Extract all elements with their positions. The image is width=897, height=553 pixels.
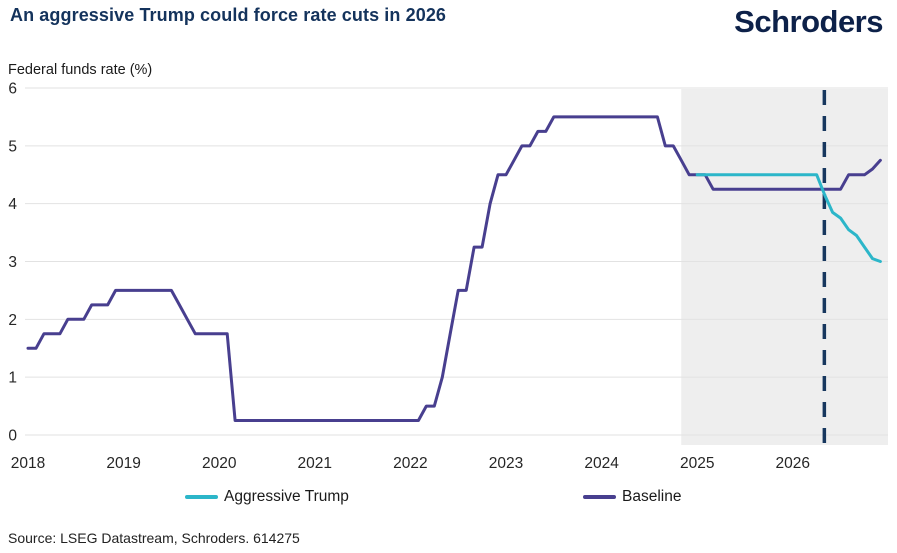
x-tick-label-2022: 2022 [393,455,427,472]
forecast-region [681,89,888,445]
x-tick-label-2019: 2019 [106,455,140,472]
baseline-line-swatch [583,495,616,499]
aggressive-trump-series-line [695,173,882,263]
legend-item-aggressive-trump: Aggressive Trump [185,488,349,506]
page-title: An aggressive Trump could force rate cut… [10,5,447,25]
x-tick-label-2023: 2023 [489,455,523,472]
y-tick-label-5: 5 [8,138,17,155]
y-tick-label-4: 4 [8,196,17,213]
y-tick-label-2: 2 [8,312,17,329]
x-tick-label-2024: 2024 [584,455,619,472]
y-tick-label-6: 6 [8,81,17,98]
y-tick-label-1: 1 [8,370,17,387]
legend-item-baseline: Baseline [583,488,681,506]
source-attribution: Source: LSEG Datastream, Schroders. 6142… [8,530,300,546]
legend-label-baseline: Baseline [622,488,682,505]
x-tick-label-2021: 2021 [298,455,332,472]
baseline-series-line [26,115,882,422]
x-tick-label-2018: 2018 [11,455,45,472]
y-axis-title: Federal funds rate (%) [8,62,153,78]
aggressive-trump-line-swatch [185,495,218,499]
y-tick-label-3: 3 [8,254,17,271]
legend-label-aggressive-trump: Aggressive Trump [224,488,349,505]
y-tick-label-0: 0 [8,428,17,445]
x-tick-label-2026: 2026 [776,455,810,472]
x-tick-label-2020: 2020 [202,455,237,472]
schroders-logo: Schroders [734,4,883,39]
x-tick-label-2025: 2025 [680,455,714,472]
